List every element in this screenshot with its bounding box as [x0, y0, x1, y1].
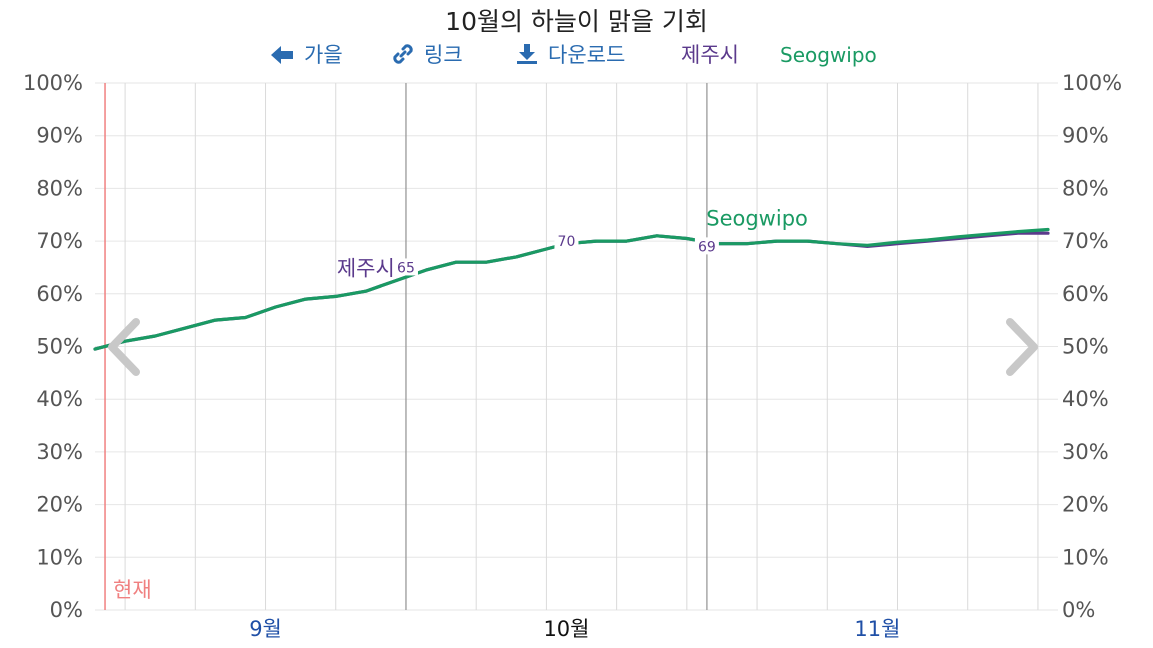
value-label: 65 [397, 260, 415, 276]
arrow-left-icon [271, 46, 293, 64]
x-axis: 9월 10월 11월 [249, 617, 900, 641]
series-toggle-label: 제주시 [681, 43, 739, 67]
series-toggle-label: Seogwipo [780, 43, 877, 67]
value-label-bg [393, 258, 418, 276]
toolbar: 가을 링크 다운로드 제주시 Seogwipo [0, 40, 1153, 72]
y-tick-label: 90% [36, 124, 83, 148]
back-button[interactable]: 가을 [270, 40, 343, 70]
y-axis-left: 0% 10% 20% 30% 40% 50% 60% 70% 80% 90% 100% [23, 71, 83, 622]
y-tick-label: 40% [36, 387, 83, 411]
series-toggle-jeju[interactable]: 제주시 [681, 40, 739, 70]
y-tick-label: 70% [1062, 229, 1109, 253]
y-tick-label: 100% [1062, 71, 1122, 95]
y-tick-label: 80% [1062, 176, 1109, 200]
next-arrow[interactable] [1006, 318, 1038, 376]
value-label: 69 [698, 239, 716, 255]
y-tick-label: 60% [36, 282, 83, 306]
y-tick-label: 40% [1062, 387, 1109, 411]
link-label: 링크 [424, 43, 463, 67]
y-tick-label: 70% [36, 229, 83, 253]
series-name-label: Seogwipo [706, 206, 808, 230]
y-tick-label: 50% [36, 335, 83, 359]
annotations: 65 70 69 제주시 Seogwipo [337, 206, 808, 280]
value-label-bg [554, 232, 579, 250]
x-tick-label: 11월 [854, 617, 900, 641]
y-tick-label: 80% [36, 176, 83, 200]
link-button[interactable]: 링크 [392, 40, 463, 70]
y-tick-label: 100% [23, 71, 83, 95]
y-tick-label: 10% [1062, 545, 1109, 569]
y-tick-label: 20% [36, 493, 83, 517]
download-label: 다운로드 [548, 43, 626, 67]
y-tick-label: 0% [50, 598, 83, 622]
chart-title: 10월의 하늘이 맑을 기회 [445, 7, 708, 36]
x-tick-label: 9월 [249, 617, 282, 641]
link-icon [393, 44, 413, 64]
y-tick-label: 30% [1062, 440, 1109, 464]
grid [95, 82, 1058, 611]
y-tick-label: 10% [36, 545, 83, 569]
chevron-left-icon [108, 318, 140, 376]
y-tick-label: 50% [1062, 335, 1109, 359]
y-tick-label: 20% [1062, 493, 1109, 517]
prev-arrow[interactable] [108, 318, 140, 376]
now-label: 현재 [113, 578, 152, 602]
back-label: 가을 [304, 43, 343, 67]
y-tick-label: 0% [1062, 598, 1095, 622]
x-tick-label: 10월 [543, 617, 589, 641]
value-label: 70 [558, 234, 576, 250]
series-name-label: 제주시 [337, 256, 395, 280]
download-button[interactable]: 다운로드 [516, 40, 625, 70]
download-icon [517, 44, 537, 64]
chevron-right-icon [1006, 318, 1038, 376]
y-tick-label: 30% [36, 440, 83, 464]
series-line [93, 231, 1050, 351]
y-axis-right: 0% 10% 20% 30% 40% 50% 60% 70% 80% 90% 100% [1062, 71, 1122, 622]
y-tick-label: 60% [1062, 282, 1109, 306]
series-toggle-seogwipo[interactable]: Seogwipo [780, 40, 877, 70]
y-tick-label: 90% [1062, 124, 1109, 148]
value-label-bg [694, 237, 719, 255]
